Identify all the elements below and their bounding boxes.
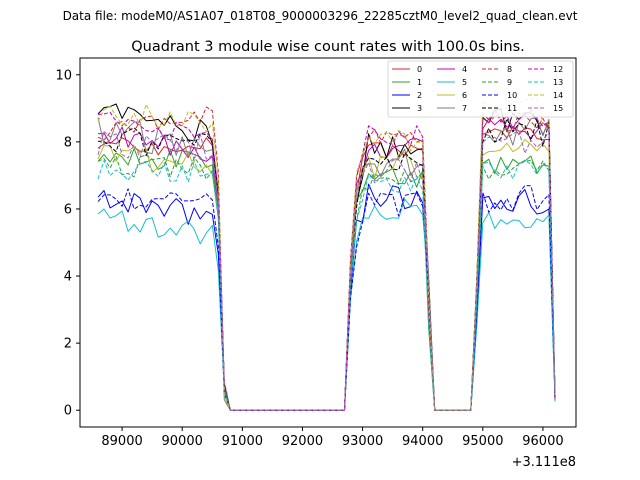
legend-frame	[387, 60, 574, 118]
plot-area	[97, 98, 556, 411]
x-tick-label: 94000	[402, 434, 443, 449]
x-tick-label: 91000	[222, 434, 263, 449]
chart-title: Quadrant 3 module wise count rates with …	[131, 39, 525, 55]
legend-label-12: 12	[553, 65, 563, 74]
legend-label-14: 14	[553, 91, 563, 100]
x-tick-label: 96000	[522, 434, 563, 449]
x-tick-label: 89000	[101, 434, 142, 449]
x-tick-label: 92000	[282, 434, 323, 449]
legend-label-1: 1	[417, 78, 422, 87]
y-tick-label: 2	[64, 337, 72, 352]
y-tick-label: 0	[64, 404, 72, 419]
legend-label-8: 8	[507, 65, 512, 74]
series-line-1	[97, 148, 556, 411]
legend-label-10: 10	[507, 91, 517, 100]
x-offset-label: +3.111e8	[512, 455, 576, 470]
axes-frame	[79, 57, 577, 428]
series-line-9	[97, 154, 556, 411]
series-line-10	[97, 185, 556, 411]
legend-label-15: 15	[553, 104, 563, 113]
legend-label-5: 5	[462, 78, 467, 87]
x-tick-label: 93000	[342, 434, 383, 449]
y-tick-label: 4	[64, 270, 72, 285]
series-line-12	[97, 108, 556, 411]
x-axis: 89000 90000 91000 92000 93000 94000 95000 96000	[101, 427, 564, 449]
legend-label-3: 3	[417, 104, 422, 113]
y-tick-label: 10	[55, 68, 72, 83]
legend-label-6: 6	[462, 91, 467, 100]
series-line-6	[97, 139, 556, 411]
legend-label-11: 11	[507, 104, 517, 113]
y-tick-label: 8	[64, 135, 72, 150]
series-line-5	[97, 198, 556, 411]
y-axis: 0 2 4 6 8 10	[55, 68, 80, 419]
legend-label-13: 13	[553, 78, 563, 87]
legend-label-0: 0	[417, 65, 422, 74]
series-line-2	[97, 183, 556, 411]
y-tick-label: 6	[64, 202, 72, 217]
series-line-15	[97, 130, 556, 411]
series-line-14	[97, 98, 556, 411]
legend-label-4: 4	[462, 65, 467, 74]
x-tick-label: 95000	[462, 434, 503, 449]
series-line-13	[97, 159, 556, 411]
legend-label-7: 7	[462, 104, 467, 113]
x-tick-label: 90000	[162, 434, 203, 449]
legend-label-2: 2	[417, 91, 422, 100]
legend-label-9: 9	[507, 78, 512, 87]
suptitle: Data file: modeM0/AS1A07_018T08_90000032…	[63, 9, 578, 23]
series-line-3	[97, 103, 556, 411]
